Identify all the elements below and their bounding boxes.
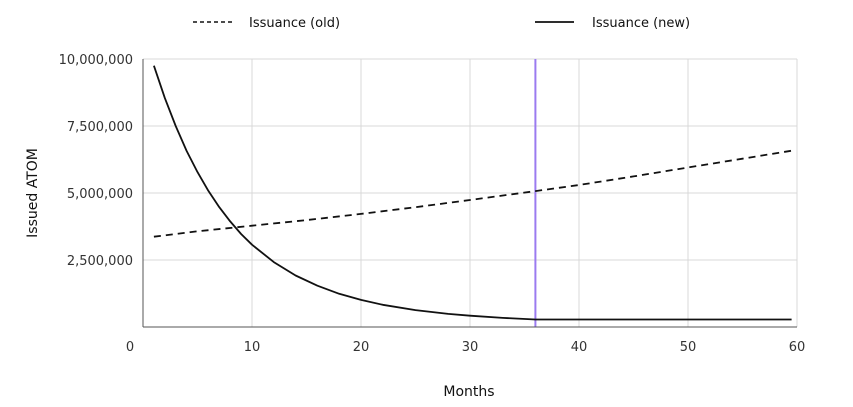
x-tick-label-6: 60 [789,340,806,355]
series-lines [153,65,792,321]
x-tick-label-1: 10 [244,340,261,355]
legend-label-old: Issuance (old) [249,16,340,31]
legend-label-new: Issuance (new) [592,16,690,31]
axes [142,59,797,328]
x-tick-label-4: 40 [571,340,588,355]
y-tick-label-2: 7,500,000 [67,120,133,135]
grid [143,58,798,327]
y-tick-label-0: 2,500,000 [67,254,133,269]
legend-item-old: Issuance (old) [193,16,340,31]
x-tick-label-5: 50 [680,340,697,355]
x-tick-label-3: 30 [462,340,479,355]
y-tick-labels: 2,500,000 5,000,000 7,500,000 10,000,000 [59,53,133,269]
x-tick-label-0: 0 [126,340,134,355]
y-tick-label-1: 5,000,000 [67,187,133,202]
x-axis-title: Months [443,384,494,400]
y-axis-title: Issued ATOM [25,148,41,238]
y-tick-label-3: 10,000,000 [59,53,133,68]
legend: Issuance (old) Issuance (new) [193,16,690,31]
series-line-0 [153,149,792,238]
series-line-1 [153,65,792,321]
x-tick-labels: 0 10 20 30 40 50 60 [126,340,805,355]
x-tick-label-2: 20 [353,340,370,355]
legend-item-new: Issuance (new) [535,16,690,31]
